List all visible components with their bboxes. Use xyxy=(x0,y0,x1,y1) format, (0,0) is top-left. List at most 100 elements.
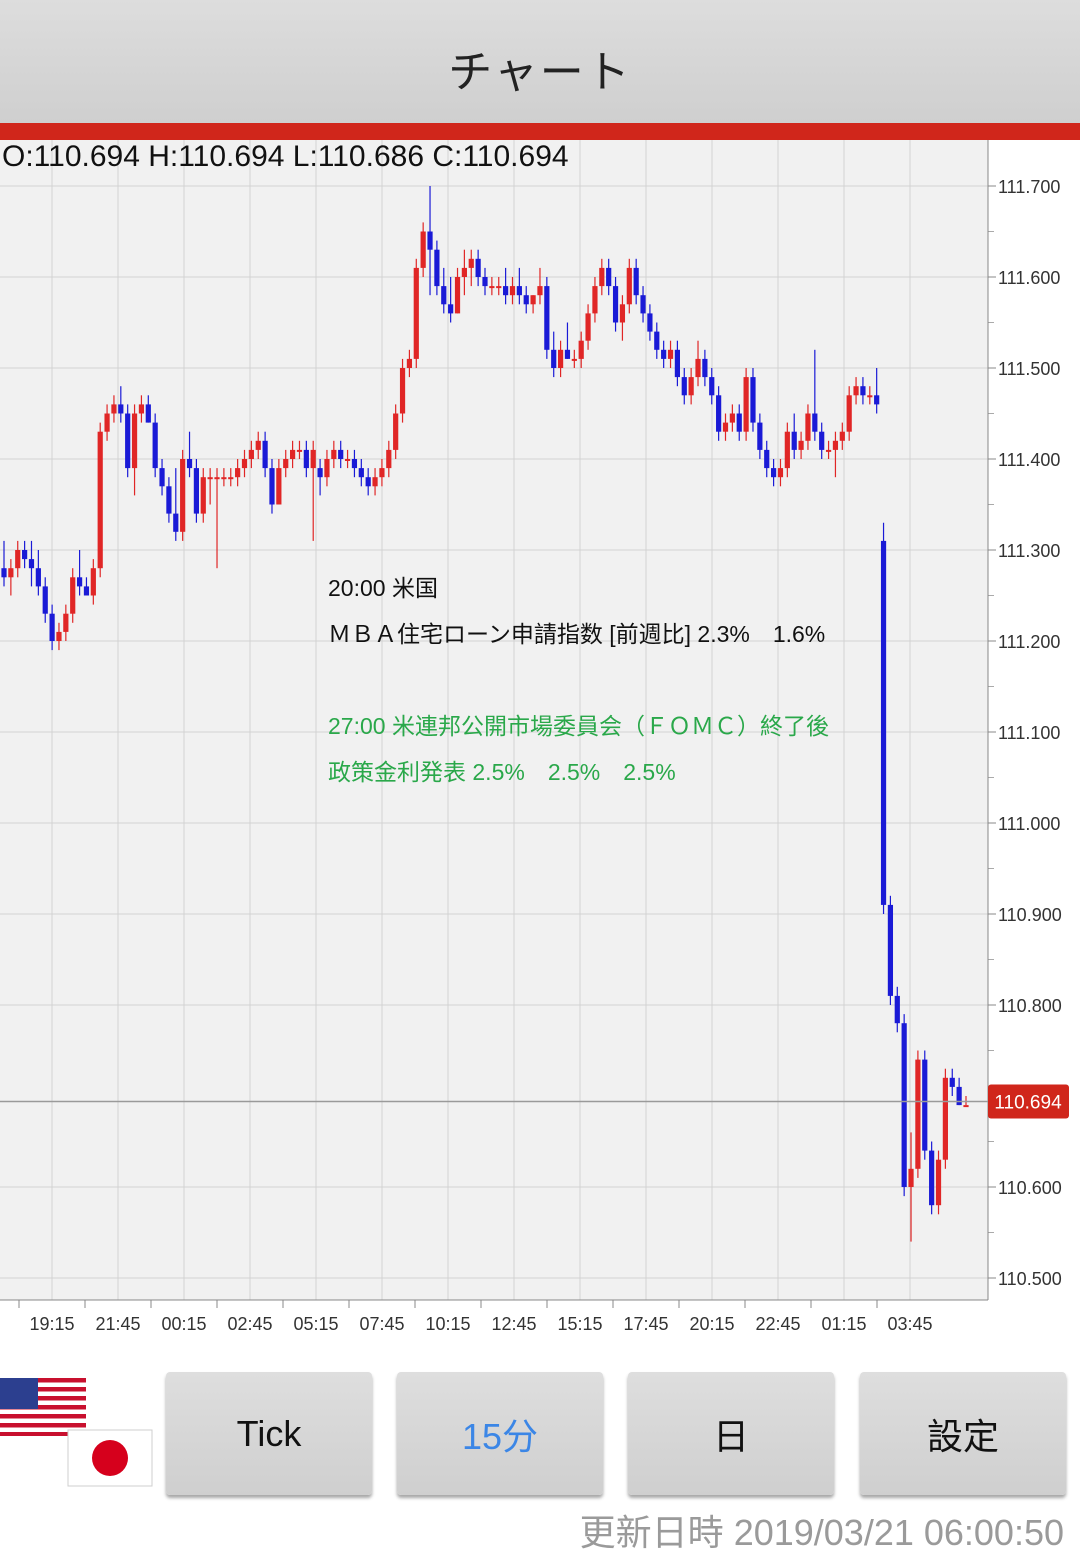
y-tick-label: 111.400 xyxy=(998,450,1060,470)
candle-body xyxy=(805,413,811,441)
candle-body xyxy=(784,431,790,469)
candle xyxy=(874,368,880,414)
candle-body xyxy=(509,286,516,296)
candle xyxy=(324,449,330,487)
candle xyxy=(200,468,206,523)
y-tick-label: 111.700 xyxy=(998,177,1060,197)
candle xyxy=(523,286,529,314)
candle-body xyxy=(290,449,296,459)
candle xyxy=(832,431,839,478)
candle-body xyxy=(860,386,866,396)
candle-body xyxy=(695,358,701,378)
candle xyxy=(214,468,220,569)
candle-body xyxy=(578,340,584,359)
x-tick-label: 22:45 xyxy=(755,1314,800,1334)
candle xyxy=(695,340,701,387)
candle-body xyxy=(496,286,502,289)
settings-button[interactable]: 設定 xyxy=(860,1372,1066,1495)
candle xyxy=(276,459,282,505)
candle xyxy=(338,440,344,469)
candle-body xyxy=(49,613,55,641)
candle xyxy=(681,368,687,405)
candle-body xyxy=(798,440,804,450)
x-tick-label: 21:45 xyxy=(95,1314,140,1334)
candle-body xyxy=(564,349,571,359)
x-tick-label: 00:15 xyxy=(161,1314,206,1334)
candle xyxy=(310,440,316,541)
candle-body xyxy=(207,477,213,480)
candle xyxy=(709,368,715,405)
candle-body xyxy=(709,377,715,396)
candle xyxy=(530,295,536,314)
candle-body xyxy=(186,459,193,469)
candle xyxy=(290,440,296,469)
candle-body xyxy=(63,613,69,632)
candle xyxy=(688,368,694,405)
update-label: 更新日時 xyxy=(579,1512,724,1553)
y-tick-label: 110.500 xyxy=(998,1269,1062,1289)
candle-body xyxy=(420,231,426,268)
candle xyxy=(180,449,186,541)
candle xyxy=(716,386,722,441)
candle xyxy=(867,386,873,405)
candle xyxy=(97,422,103,578)
us-flag-icon xyxy=(0,1378,86,1436)
tick-button[interactable]: Tick xyxy=(166,1372,372,1495)
app-header: チャート xyxy=(0,0,1080,123)
candle-body xyxy=(942,1077,948,1160)
candle xyxy=(880,522,887,914)
candle-body xyxy=(777,468,784,478)
candle-body xyxy=(441,286,447,305)
y-tick-label: 110.800 xyxy=(998,996,1062,1016)
candle xyxy=(908,1132,914,1242)
candle xyxy=(386,440,392,478)
candle xyxy=(825,440,832,459)
candle xyxy=(667,340,674,368)
candle-body xyxy=(427,231,433,250)
y-tick-label: 111.200 xyxy=(998,632,1060,652)
candle-body xyxy=(344,459,351,461)
event-line-1: 20:00 米国 xyxy=(328,575,438,601)
last-price-badge xyxy=(988,1084,1069,1119)
candle xyxy=(331,440,337,469)
candle-body xyxy=(214,477,220,480)
candle xyxy=(49,604,55,651)
x-tick-label: 17:45 xyxy=(623,1314,668,1334)
candle-body xyxy=(159,468,165,487)
candle-body xyxy=(867,395,873,398)
candle-body xyxy=(839,431,845,441)
candle-body xyxy=(111,404,117,414)
candle xyxy=(791,413,797,459)
candle-body xyxy=(152,422,158,469)
candle-body xyxy=(503,286,509,296)
15min-button[interactable]: 15分 xyxy=(397,1372,603,1495)
day-button[interactable]: 日 xyxy=(628,1372,834,1495)
candle-body xyxy=(619,304,626,323)
last-price-marker: 110.694 xyxy=(0,1084,1069,1119)
candle xyxy=(399,358,406,423)
candle-body xyxy=(255,440,261,450)
candle-body xyxy=(764,449,770,469)
candle xyxy=(722,413,729,441)
candle-body xyxy=(393,413,399,450)
candle xyxy=(111,395,117,423)
candle-body xyxy=(221,477,227,480)
candle-body xyxy=(880,540,887,905)
y-axis: 111.700 111.600 111.500 111.400 111.300 111.2… xyxy=(987,140,1062,1300)
candle xyxy=(63,604,69,641)
candle-body xyxy=(138,404,145,414)
candle-body xyxy=(929,1150,935,1206)
candle xyxy=(83,577,90,596)
x-tick-label: 05:15 xyxy=(293,1314,338,1334)
candle-body xyxy=(908,1168,914,1187)
candle xyxy=(612,277,619,332)
candle xyxy=(159,459,165,496)
candlestick-chart[interactable]: 111.700 111.600 111.500 111.400 111.300 111.2… xyxy=(0,140,1080,1370)
candle-body xyxy=(633,267,639,296)
candle xyxy=(853,377,859,405)
candle-body xyxy=(530,295,536,305)
candle xyxy=(420,222,426,277)
x-tick-label: 12:45 xyxy=(491,1314,536,1334)
candle-body xyxy=(935,1159,942,1206)
candle xyxy=(1,540,7,587)
